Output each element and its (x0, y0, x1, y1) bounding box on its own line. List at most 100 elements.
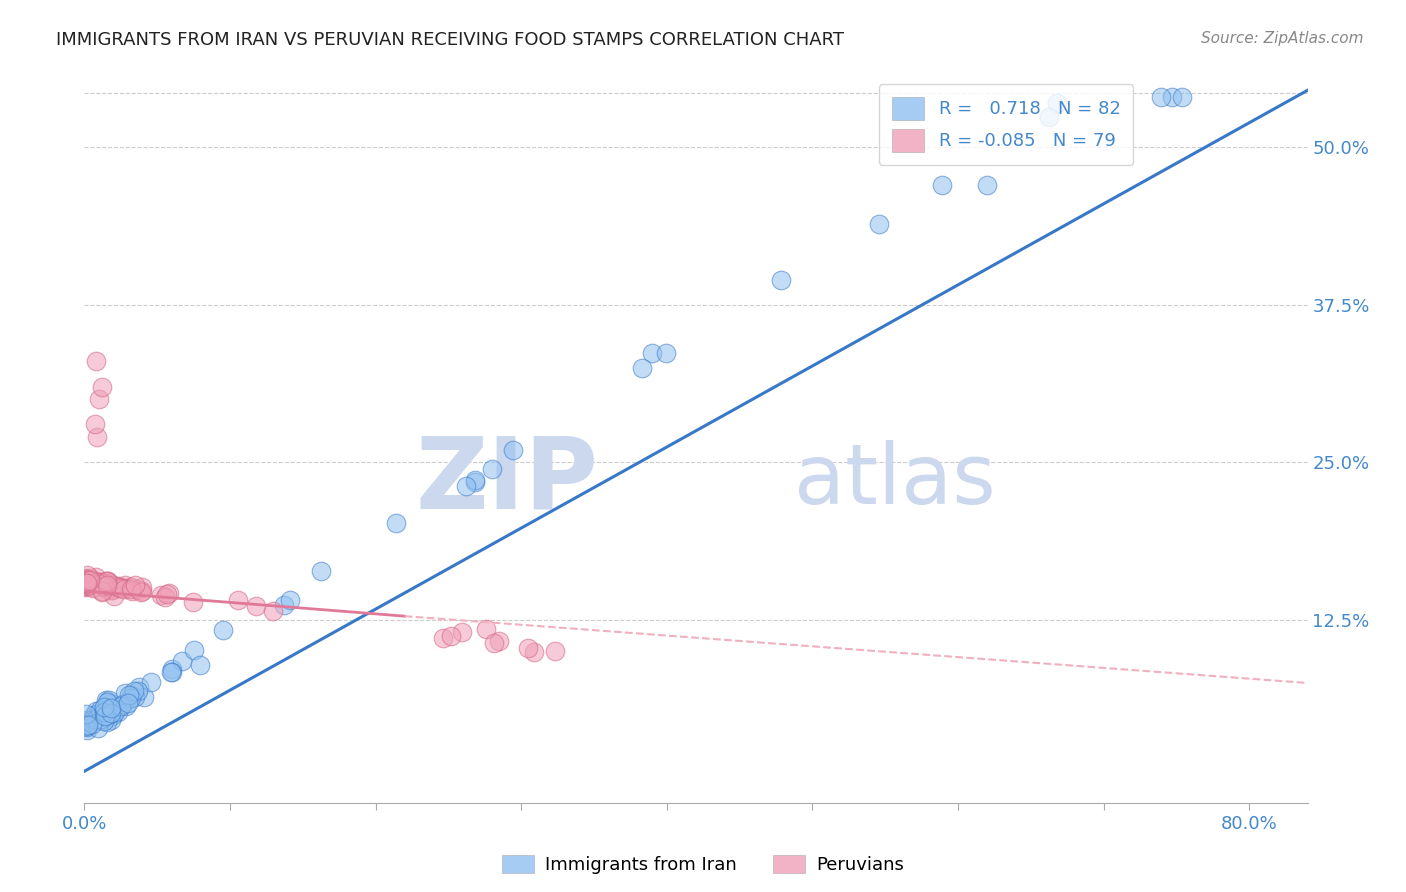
Point (127, 683, 149, 698)
Point (118, 688, 141, 702)
Point (77, 576, 100, 591)
Point (132, 690, 155, 704)
Point (273, 598, 295, 612)
Point (139, 674, 162, 689)
Point (124, 578, 146, 592)
Point (94, 706, 117, 721)
Legend: Immigrants from Iran, Peruvians: Immigrants from Iran, Peruvians (495, 847, 911, 881)
Point (120, 582, 142, 597)
Point (83, 577, 105, 591)
Point (868, 217, 890, 231)
Point (464, 474, 486, 488)
Point (155, 586, 177, 600)
Point (79, 715, 101, 730)
Point (931, 178, 953, 193)
Point (76, 723, 98, 737)
Point (481, 462, 503, 476)
Point (82, 712, 104, 726)
Point (100, 581, 122, 595)
Legend: R =   0.718   N = 82, R = -0.085   N = 79: R = 0.718 N = 82, R = -0.085 N = 79 (879, 84, 1133, 165)
Point (170, 654, 193, 668)
Point (90, 713, 112, 727)
Point (630, 361, 652, 376)
Point (76, 568, 98, 582)
Point (87, 721, 110, 735)
Point (120, 691, 142, 706)
Point (90, 712, 112, 726)
Point (86, 706, 108, 721)
Point (160, 665, 183, 680)
Point (128, 582, 150, 597)
Point (89, 703, 111, 717)
Point (1038, 111, 1060, 125)
Point (96, 574, 118, 588)
Point (1161, 89, 1184, 103)
Point (82, 714, 104, 728)
Point (84, 704, 107, 718)
Point (79, 571, 101, 585)
Point (517, 640, 540, 655)
Point (91, 583, 114, 598)
Point (101, 583, 124, 598)
Point (125, 582, 148, 596)
Point (94, 574, 117, 589)
Point (101, 577, 124, 591)
Text: IMMIGRANTS FROM IRAN VS PERUVIAN RECEIVING FOOD STAMPS CORRELATION CHART: IMMIGRANTS FROM IRAN VS PERUVIAN RECEIVI… (56, 31, 844, 49)
Point (83, 417, 105, 432)
Point (262, 604, 284, 618)
Point (86, 574, 108, 589)
Point (188, 658, 211, 673)
Point (75, 574, 97, 589)
Point (80, 717, 103, 731)
Point (1171, 89, 1194, 103)
Text: ZIP: ZIP (415, 433, 598, 530)
Point (97, 574, 120, 589)
Point (77, 718, 100, 732)
Point (157, 586, 180, 600)
Point (97, 707, 120, 722)
Point (83, 708, 105, 723)
Point (1150, 89, 1173, 103)
Point (101, 582, 124, 597)
Point (160, 662, 183, 676)
Point (90, 708, 112, 723)
Point (76, 575, 98, 590)
Point (96, 715, 118, 730)
Point (75, 570, 97, 584)
Point (77, 578, 100, 592)
Point (75, 573, 97, 587)
Point (655, 346, 678, 360)
Point (770, 273, 793, 287)
Point (1046, 96, 1069, 111)
Point (75, 572, 97, 586)
Point (77, 576, 100, 591)
Point (183, 595, 205, 609)
Point (96, 575, 118, 590)
Point (93, 709, 115, 723)
Point (120, 688, 142, 702)
Point (90, 584, 112, 599)
Point (84, 570, 107, 584)
Point (108, 581, 131, 595)
Point (90, 379, 112, 393)
Point (385, 516, 408, 530)
Point (121, 584, 143, 599)
Point (98, 710, 121, 724)
Point (94, 576, 117, 591)
Point (75, 576, 97, 591)
Point (122, 684, 145, 698)
Point (89, 577, 111, 591)
Point (93, 705, 115, 719)
Point (107, 705, 129, 719)
Point (976, 178, 998, 192)
Point (432, 631, 454, 645)
Point (100, 706, 122, 721)
Point (110, 699, 132, 714)
Point (82, 581, 104, 595)
Point (96, 577, 118, 591)
Point (112, 582, 135, 597)
Point (128, 681, 150, 695)
Point (89, 575, 111, 590)
Point (93, 579, 115, 593)
Point (94, 580, 117, 594)
